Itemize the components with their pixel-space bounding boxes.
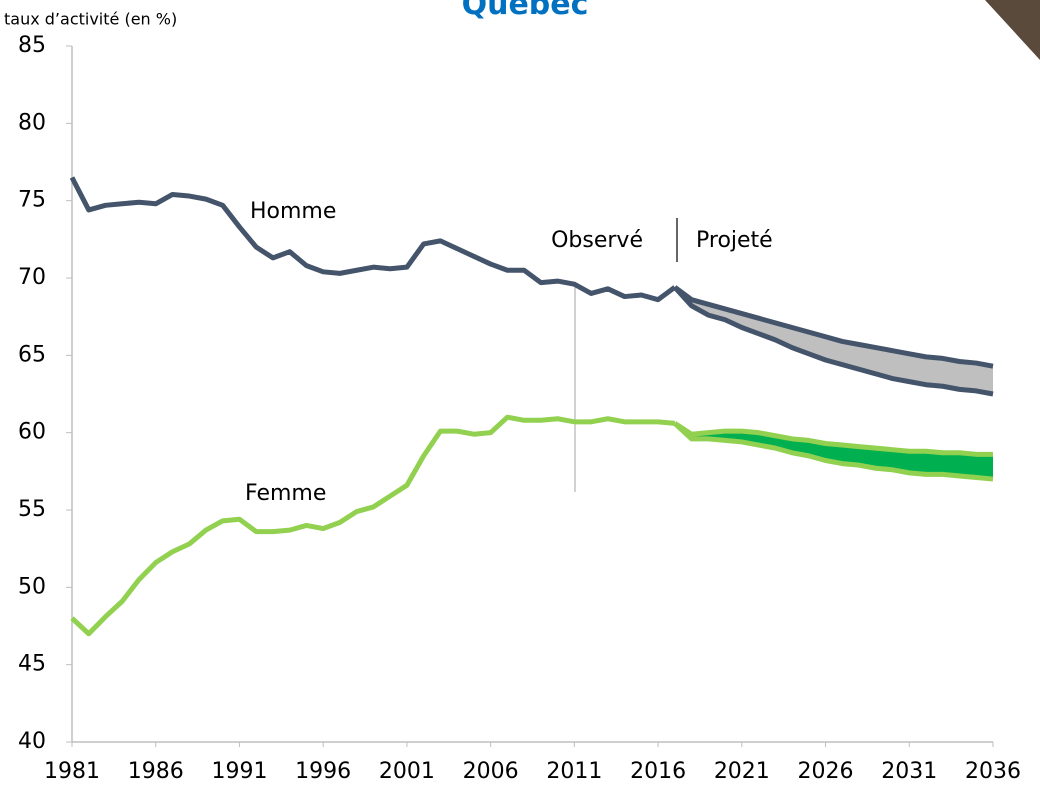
x-tick-label: 2016 — [630, 759, 686, 784]
x-tick-label: 1991 — [211, 759, 267, 784]
y-tick-label: 65 — [18, 342, 46, 367]
x-tick-label: 1996 — [295, 759, 351, 784]
y-tick-label: 55 — [18, 497, 46, 522]
x-tick-label: 2011 — [546, 759, 602, 784]
y-tick-label: 70 — [18, 265, 46, 290]
x-tick-label: 1981 — [44, 759, 100, 784]
y-tick-label: 60 — [18, 420, 46, 445]
corner-decoration — [985, 0, 1040, 60]
x-tick-label: 2031 — [881, 759, 937, 784]
y-tick-label: 75 — [18, 188, 46, 213]
observed-line — [72, 417, 675, 634]
y-axis-label: taux d’activité (en %) — [4, 10, 177, 29]
x-tick-label: 2021 — [714, 759, 770, 784]
projected-label: Projeté — [696, 228, 773, 253]
x-tick-label: 2001 — [379, 759, 435, 784]
chart-title: Québec — [462, 0, 589, 22]
chart: Québec taux d’activité (en %) Observé Pr… — [0, 0, 1040, 788]
x-tick-label: 2006 — [463, 759, 519, 784]
series-label: Homme — [250, 199, 336, 224]
y-tick-label: 40 — [18, 729, 46, 754]
y-tick-label: 80 — [18, 110, 46, 135]
y-tick-label: 45 — [18, 652, 46, 677]
y-tick-label: 85 — [18, 33, 46, 58]
observed-label: Observé — [551, 228, 643, 253]
x-tick-label: 1986 — [128, 759, 184, 784]
series-label: Femme — [245, 481, 326, 506]
y-tick-label: 50 — [18, 574, 46, 599]
x-tick-label: 2036 — [965, 759, 1021, 784]
x-tick-label: 2026 — [798, 759, 854, 784]
